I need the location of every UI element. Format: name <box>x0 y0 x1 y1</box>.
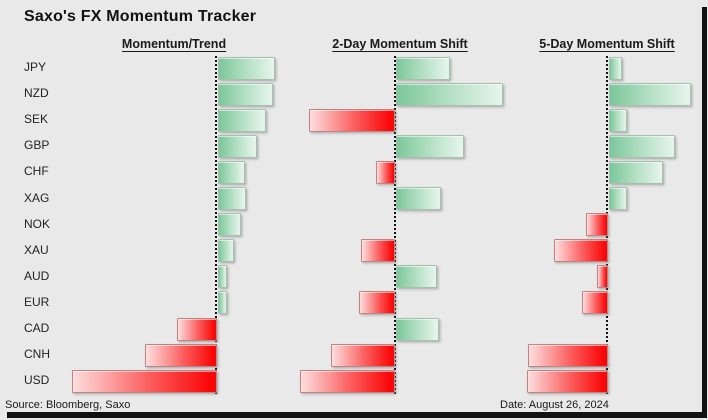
row-label-jpy: JPY <box>24 60 47 74</box>
bar-eur-panel-2 <box>359 291 395 315</box>
row-label-cad: CAD <box>24 321 50 335</box>
bar-jpy-panel-1 <box>217 56 275 80</box>
page-title: Saxo's FX Momentum Tracker <box>24 8 257 25</box>
frame-right-border <box>702 7 707 418</box>
bar-cnh-panel-3 <box>527 343 608 367</box>
bar-nzd-panel-1 <box>217 82 273 106</box>
panel-header-momentum-trend: Momentum/Trend <box>121 37 227 51</box>
bar-sek-panel-3 <box>608 108 627 132</box>
bar-usd-panel-1 <box>71 369 217 393</box>
bar-gbp-panel-3 <box>608 134 675 158</box>
bar-gbp-panel-2 <box>396 134 464 158</box>
bar-nok-panel-1 <box>217 213 241 237</box>
bar-cad-panel-1 <box>176 317 217 341</box>
bar-jpy-panel-3 <box>608 56 622 80</box>
bar-usd-panel-3 <box>526 369 608 393</box>
bar-cad-panel-2 <box>396 317 439 341</box>
bar-xau-panel-1 <box>217 239 234 263</box>
bar-cnh-panel-2 <box>331 343 395 367</box>
bar-xag-panel-2 <box>396 187 441 210</box>
bar-aud-panel-2 <box>396 265 437 289</box>
bar-jpy-panel-2 <box>396 56 450 80</box>
row-label-chf: CHF <box>24 164 49 179</box>
row-label-nok: NOK <box>24 216 51 231</box>
row-label-nzd: NZD <box>24 86 49 101</box>
panel-header-5day-shift: 5-Day Momentum Shift <box>539 37 675 51</box>
bar-nzd-panel-2 <box>396 82 503 106</box>
row-label-xau: XAU <box>24 242 49 257</box>
bar-chf-panel-2 <box>376 160 395 184</box>
row-label-cnh: CNH <box>24 347 50 362</box>
bar-nzd-panel-3 <box>608 82 691 106</box>
bar-cnh-panel-1 <box>144 343 217 367</box>
frame-bottom-border <box>7 412 706 418</box>
bar-sek-panel-1 <box>217 108 266 132</box>
row-label-sek: SEK <box>24 112 49 127</box>
zero-line-panel-1 <box>215 56 217 394</box>
bar-chf-panel-1 <box>217 160 245 184</box>
bar-xau-panel-3 <box>553 239 608 263</box>
panel-header-2day-shift: 2-Day Momentum Shift <box>332 37 468 51</box>
row-label-xag: XAG <box>24 190 50 205</box>
row-label-gbp: GBP <box>24 138 50 153</box>
bar-nok-panel-3 <box>585 213 608 237</box>
bar-gbp-panel-1 <box>217 134 257 158</box>
bar-aud-panel-3 <box>596 265 608 289</box>
bar-xag-panel-3 <box>608 187 627 210</box>
source-note: Source: Bloomberg, Saxo <box>5 399 131 411</box>
bar-xau-panel-2 <box>361 239 395 263</box>
bar-chf-panel-3 <box>608 160 663 184</box>
row-label-usd: USD <box>24 373 50 388</box>
bar-sek-panel-2 <box>309 108 395 132</box>
bar-aud-panel-1 <box>217 265 227 289</box>
row-label-aud: AUD <box>24 268 50 283</box>
date-note: Date: August 26, 2024 <box>500 399 609 411</box>
bar-xag-panel-1 <box>217 187 246 210</box>
bar-eur-panel-1 <box>217 291 227 315</box>
zero-line-panel-2 <box>393 56 396 394</box>
row-label-eur: EUR <box>24 294 50 309</box>
bar-usd-panel-2 <box>300 369 395 393</box>
bar-eur-panel-3 <box>581 291 608 315</box>
